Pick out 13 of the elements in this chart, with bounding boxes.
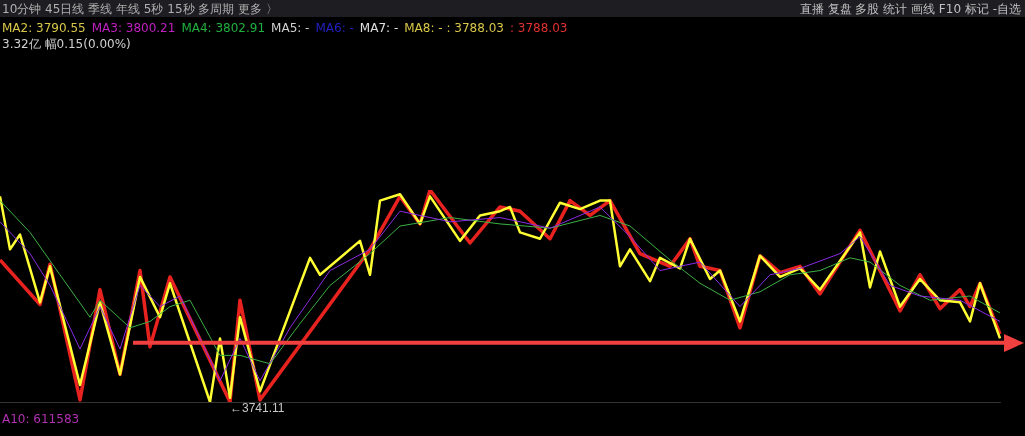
text: 3.32亿 幅0.15(0.00%) xyxy=(2,36,131,53)
text: MA6: - xyxy=(315,21,354,35)
text: : 3788.03 xyxy=(509,21,568,35)
text: MA4: 3802.91 xyxy=(181,21,266,35)
text: MA2: 3790.55 xyxy=(2,21,86,35)
text: A10: 611583 xyxy=(2,412,80,426)
text: MA8: - : 3788.03 xyxy=(404,21,504,35)
text: MA7: - xyxy=(359,21,399,35)
text: 直播 复盘 多股 统计 画线 F10 标记 -自选 xyxy=(799,1,1021,18)
text: MA3: 3800.21 xyxy=(91,21,176,35)
text: 10分钟 45日线 季线 年线 5秒 15秒 多周期 更多 〉 xyxy=(2,1,278,18)
annotation: ←3741.11 xyxy=(230,401,285,416)
text: MA5: - xyxy=(271,21,310,35)
